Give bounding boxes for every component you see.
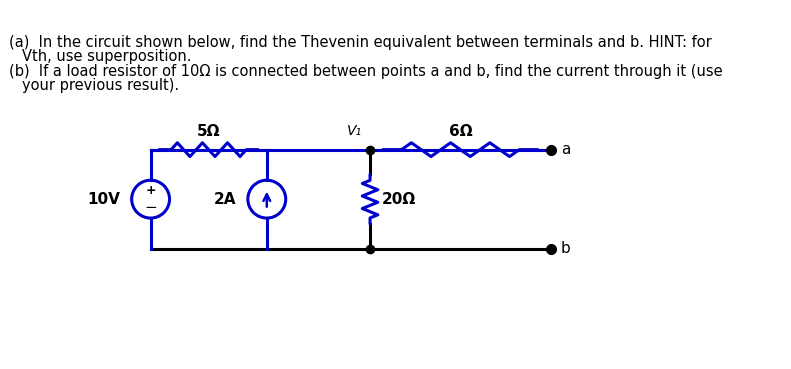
Text: 5Ω: 5Ω [197,124,221,139]
Text: 20Ω: 20Ω [382,192,416,207]
Text: (a)  In the circuit shown below, find the Thevenin equivalent between terminals : (a) In the circuit shown below, find the… [9,35,711,50]
Text: (b)  If a load resistor of 10Ω is connected between points a and b, find the cur: (b) If a load resistor of 10Ω is connect… [9,65,722,79]
Text: b: b [561,241,571,256]
Text: Vth, use superposition.: Vth, use superposition. [21,49,191,64]
Text: +: + [146,184,156,197]
Text: V₁: V₁ [347,124,362,138]
Text: 2A: 2A [214,192,237,207]
Text: 10V: 10V [88,192,120,207]
Text: your previous result).: your previous result). [21,78,179,93]
Text: −: − [144,200,157,215]
Text: 6Ω: 6Ω [448,124,472,139]
Text: a: a [561,142,570,157]
